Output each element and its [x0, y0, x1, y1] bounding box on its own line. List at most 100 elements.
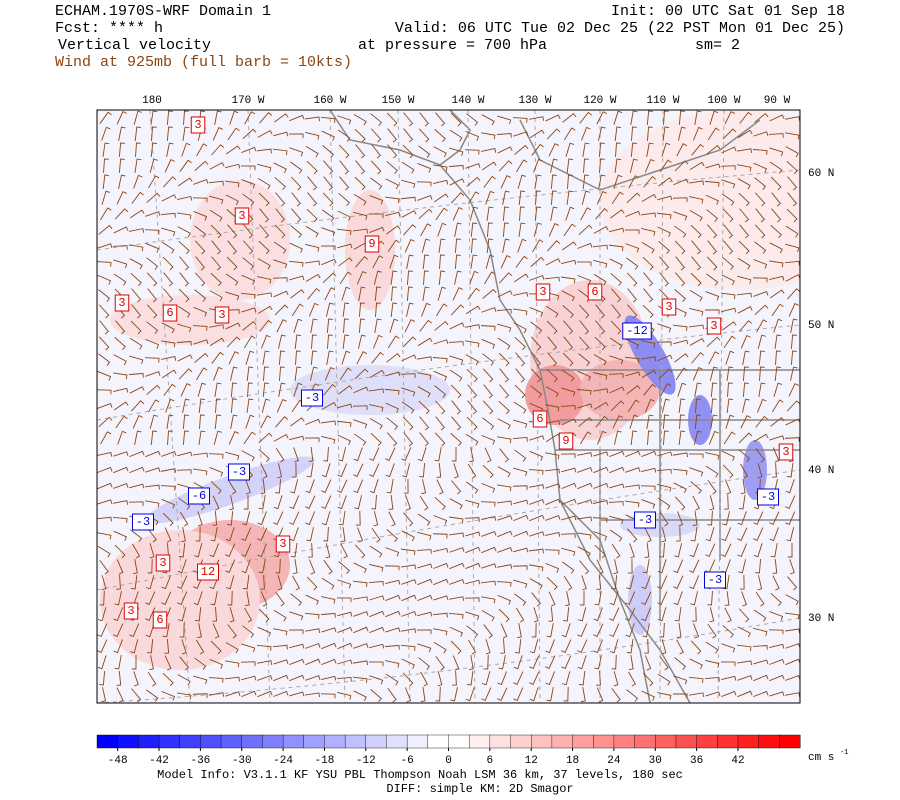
barb — [354, 495, 363, 510]
barb — [162, 672, 174, 687]
barb — [627, 288, 637, 303]
colorbar: -48 -42 -36 -30 -24 -18 -12 -6 0 6 12 18 24 30 36 42 cm … — [96, 734, 848, 767]
contour-label: 6 — [587, 283, 603, 301]
barb — [162, 623, 170, 638]
barb — [259, 208, 270, 223]
barb — [226, 145, 241, 155]
colorbar-box — [489, 734, 512, 749]
barb — [131, 688, 142, 703]
barb — [386, 161, 398, 175]
barb — [374, 318, 382, 333]
barb — [148, 175, 160, 189]
barb — [790, 318, 798, 333]
barb — [417, 337, 433, 347]
barb — [131, 191, 144, 204]
barb — [738, 449, 751, 462]
barb — [257, 276, 272, 284]
barb — [785, 495, 796, 509]
barb — [355, 160, 366, 175]
forecast-hour: Fcst: **** h — [55, 20, 163, 37]
barb — [176, 341, 192, 346]
barb — [482, 288, 497, 299]
barb — [129, 228, 145, 233]
barb — [737, 675, 753, 681]
barb — [178, 607, 187, 622]
barb — [469, 270, 479, 285]
barb — [708, 430, 719, 445]
contour-label-box — [114, 294, 130, 312]
barb — [242, 128, 257, 140]
barb — [512, 117, 528, 123]
barb — [545, 404, 560, 412]
barb — [448, 612, 464, 619]
barb — [641, 227, 656, 236]
barb — [177, 559, 187, 574]
barb — [754, 112, 769, 123]
barb — [737, 178, 751, 190]
barb — [337, 243, 353, 249]
barb — [657, 195, 673, 201]
barb — [212, 623, 220, 639]
barb — [641, 340, 656, 348]
barb — [705, 194, 719, 205]
barb — [257, 527, 268, 541]
barb — [212, 510, 218, 526]
barb — [114, 544, 126, 559]
barb — [323, 176, 333, 191]
barb — [305, 594, 319, 605]
barb — [642, 623, 650, 638]
barb — [498, 400, 510, 415]
barb — [401, 354, 417, 362]
barb — [241, 543, 252, 557]
barb — [340, 527, 346, 542]
barb — [211, 144, 225, 156]
barb — [642, 559, 650, 574]
barb — [480, 501, 496, 507]
barb — [151, 126, 157, 142]
barb — [625, 484, 640, 490]
barb — [448, 341, 464, 346]
barb — [566, 158, 574, 174]
barb — [545, 420, 561, 425]
barb — [694, 382, 702, 397]
barb — [561, 290, 575, 302]
barb — [353, 611, 369, 617]
barb — [547, 336, 558, 351]
barb — [609, 483, 625, 489]
barb — [485, 254, 495, 269]
barb — [242, 511, 251, 526]
contour-label-box — [661, 298, 677, 316]
barb — [546, 320, 558, 335]
barb — [758, 350, 765, 366]
barb — [385, 402, 399, 413]
barb — [166, 110, 173, 126]
barb — [112, 245, 128, 250]
barb — [230, 398, 237, 414]
barb — [691, 143, 704, 156]
barb — [753, 674, 769, 682]
barb — [689, 161, 705, 170]
barb — [275, 416, 289, 428]
barb — [565, 591, 570, 607]
barb — [561, 482, 577, 490]
barb — [435, 207, 448, 220]
barb — [737, 543, 748, 558]
barb — [502, 206, 509, 222]
barb — [229, 607, 235, 623]
barb — [465, 324, 481, 329]
barb — [513, 131, 529, 137]
barb — [737, 527, 748, 541]
barb — [402, 672, 414, 687]
barb — [449, 547, 465, 553]
barb — [673, 339, 689, 345]
contour-label-box — [197, 563, 219, 581]
barb — [658, 241, 670, 255]
barb — [421, 302, 431, 317]
barb — [577, 275, 592, 285]
field-name: Vertical velocity — [58, 37, 211, 54]
barb — [420, 687, 426, 702]
barb — [628, 655, 634, 671]
barb — [113, 354, 127, 366]
barb — [324, 366, 335, 381]
barb — [113, 483, 129, 489]
